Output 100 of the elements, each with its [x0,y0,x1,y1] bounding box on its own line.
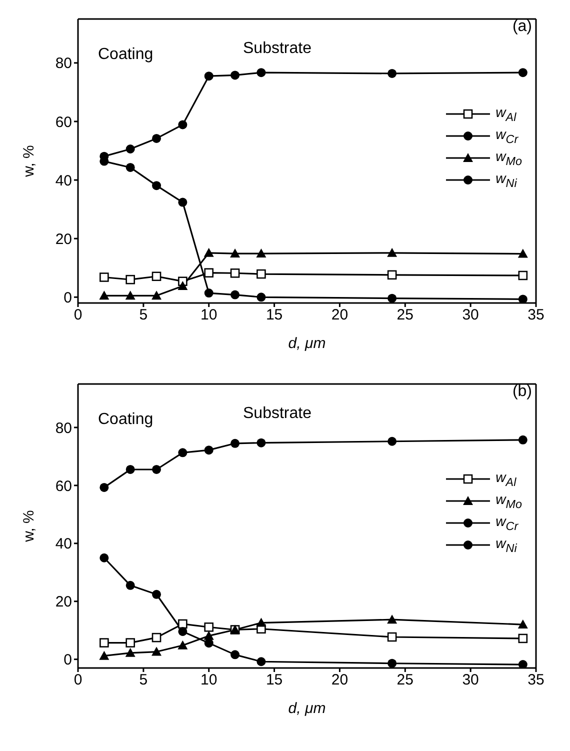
point [178,640,188,650]
legend-label: w$_{Mo}$ [496,491,522,511]
x-tick-label: 20 [331,672,348,689]
point [100,482,109,492]
point [204,248,214,257]
annotation: Substrate [243,405,312,423]
x-tick-label: 30 [462,672,479,689]
y-tick-label: 60 [55,478,72,495]
point [387,614,398,624]
point [100,272,109,282]
point [204,622,214,632]
point [256,438,266,448]
point [387,270,397,280]
point [178,281,188,290]
point [230,650,240,660]
y-tick-label: 0 [64,289,72,306]
point [152,272,162,282]
point [388,68,397,78]
point [256,618,266,627]
point [99,290,110,300]
point [100,638,109,648]
x-tick-label: 30 [462,306,479,324]
point [256,657,266,666]
point [518,248,528,258]
x-tick-label: 25 [396,306,414,324]
point [152,646,162,656]
legend-label: w$_{Al}$ [496,469,516,489]
point [125,648,136,657]
y-tick-label: 40 [55,536,72,553]
legend-label: w$_{Ni}$ [496,535,517,555]
point [126,162,135,172]
legend-label: w$_{Ni}$ [496,170,517,190]
x-tick-label: 25 [396,672,414,689]
y-tick-label: 0 [64,652,72,669]
point [256,269,266,279]
point [388,436,397,446]
point [388,294,397,303]
point [178,626,188,636]
legend-label: w$_{Mo}$ [496,148,522,168]
point [204,288,214,298]
point [518,270,528,280]
point [230,290,240,300]
point [152,464,162,474]
legend-label: w$_{Cr}$ [496,513,518,533]
y-tick-label: 40 [55,172,72,190]
legend-label: w$_{Cr}$ [496,126,518,146]
point [230,248,240,258]
point [152,632,162,642]
point [178,120,188,130]
point [99,650,110,660]
x-tick-label: 15 [266,672,283,689]
x-tick-label: 35 [528,306,544,324]
y-tick-label: 60 [55,114,72,131]
point [518,660,528,668]
point [125,290,136,300]
annotation: Coating [98,46,154,64]
x-tick-label: 15 [266,306,283,324]
point [388,658,397,668]
point [256,68,266,78]
point [178,619,188,629]
x-axis-title: d, μm [288,700,326,717]
point [152,590,162,599]
annotation: Substrate [243,40,312,58]
x-tick-label: 20 [331,306,348,324]
x-tick-label: 10 [200,672,218,689]
point [387,248,398,257]
point [518,294,528,303]
point [518,435,528,444]
point [126,580,135,590]
annotation: (a) [512,18,532,36]
y-tick-label: 20 [55,594,72,611]
point [126,144,135,154]
point [256,248,266,258]
point [100,553,109,562]
point [518,634,528,644]
point [204,268,214,278]
point [230,70,240,80]
x-axis-title: d, μm [288,335,326,352]
y-axis-title: w, % [20,145,38,178]
y-tick-label: 80 [55,55,72,72]
point [230,438,240,448]
point [256,292,266,302]
point [518,620,528,629]
point [126,638,135,648]
point [126,464,135,474]
annotation: (b) [512,383,532,401]
point [204,638,214,648]
annotation: Coating [98,411,154,429]
point [126,274,135,284]
y-tick-label: 80 [55,420,72,437]
x-tick-label: 35 [528,672,544,689]
x-tick-label: 10 [200,306,218,324]
legend-label: w$_{Al}$ [496,104,516,124]
x-tick-label: 5 [139,306,148,324]
point [204,72,214,81]
point [230,268,240,278]
point [178,448,188,458]
point [152,290,162,300]
point [152,134,162,143]
point [204,446,214,455]
